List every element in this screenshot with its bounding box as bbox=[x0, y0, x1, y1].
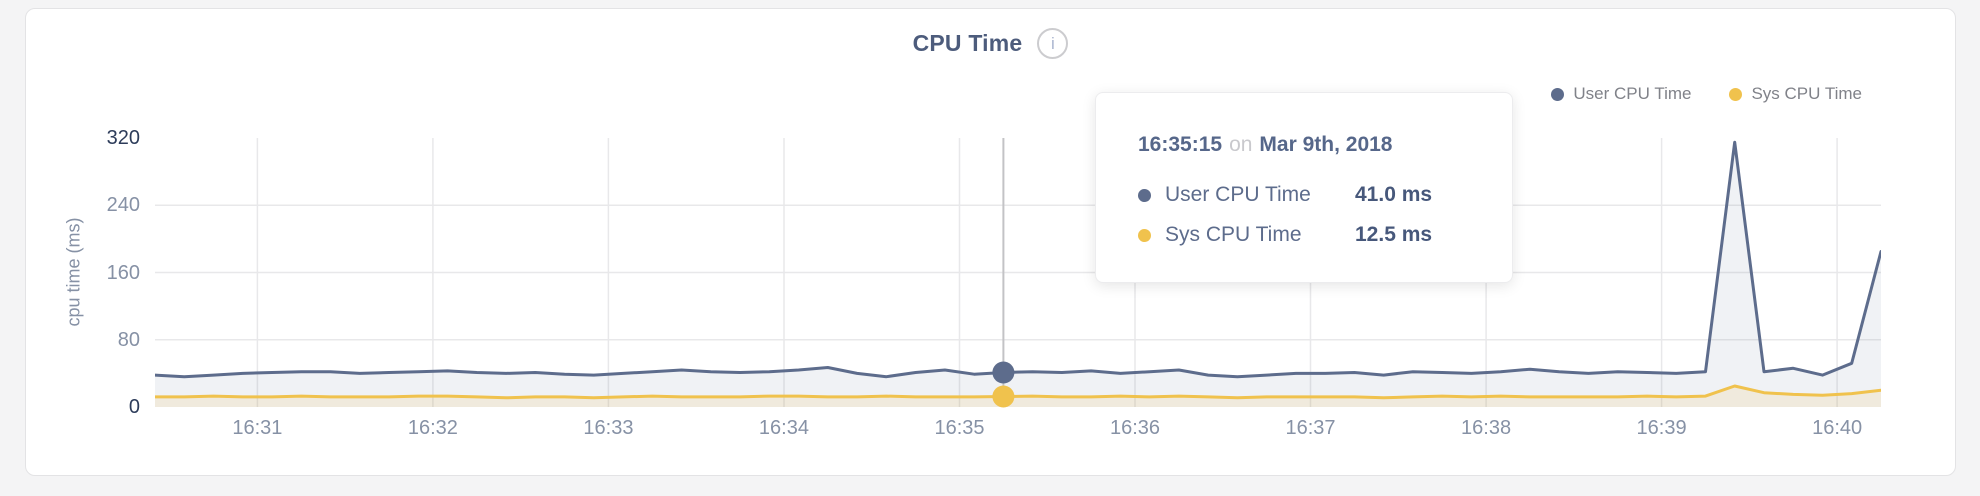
y-tick-label: 320 bbox=[106, 127, 140, 149]
chart-title: CPU Time bbox=[912, 30, 1023, 56]
tooltip-series-value: 41.0 ms bbox=[1355, 183, 1433, 206]
tooltip-series-label: User CPU Time bbox=[1165, 183, 1311, 206]
line-sys-cpu-time bbox=[155, 384, 1881, 400]
x-tick-label: 16:37 bbox=[1285, 417, 1336, 439]
x-tick-label: 16:39 bbox=[1636, 417, 1687, 439]
x-tick-label: 16:38 bbox=[1461, 417, 1512, 439]
y-tick-label: 80 bbox=[117, 328, 140, 351]
hover-marker-sys-cpu-time bbox=[992, 385, 1015, 408]
tooltip-connector: on bbox=[1229, 133, 1253, 156]
legend-item-sys-cpu-time[interactable]: Sys CPU Time bbox=[1729, 84, 1862, 104]
chart-legend: User CPU Time Sys CPU Time bbox=[1551, 84, 1862, 104]
x-tick-label: 16:35 bbox=[934, 417, 985, 439]
tooltip-row: User CPU Time 41.0 ms bbox=[1138, 175, 1488, 215]
legend-label: Sys CPU Time bbox=[1751, 84, 1862, 103]
hover-marker-user-cpu-time bbox=[992, 361, 1015, 384]
info-icon[interactable]: i bbox=[1037, 28, 1069, 59]
x-tick-label: 16:36 bbox=[1109, 417, 1161, 439]
tooltip-series-label: Sys CPU Time bbox=[1165, 223, 1302, 246]
tooltip-row: Sys CPU Time 12.5 ms bbox=[1138, 215, 1488, 255]
legend-item-user-cpu-time[interactable]: User CPU Time bbox=[1551, 84, 1691, 104]
cpu-time-chart[interactable] bbox=[155, 110, 1881, 410]
y-tick-label: 160 bbox=[106, 261, 140, 284]
line-user-cpu-time bbox=[155, 140, 1881, 379]
legend-label: User CPU Time bbox=[1573, 84, 1692, 103]
area-user-cpu-time bbox=[155, 142, 1881, 407]
tooltip-series-value: 12.5 ms bbox=[1355, 223, 1433, 246]
x-tick-label: 16:31 bbox=[232, 417, 283, 439]
x-tick-label: 16:40 bbox=[1812, 417, 1863, 439]
tooltip-time: 16:35:15 bbox=[1138, 133, 1223, 156]
tooltip-date: Mar 9th, 2018 bbox=[1259, 133, 1393, 156]
tooltip-heading: 16:35:15 on Mar 9th, 2018 bbox=[1138, 133, 1488, 157]
x-tick-label: 16:34 bbox=[758, 417, 809, 439]
chart-header: CPU Time i bbox=[25, 28, 1956, 59]
x-tick-label: 16:32 bbox=[407, 417, 458, 439]
legend-dot-icon bbox=[1551, 87, 1565, 101]
tooltip-series-dot-icon bbox=[1138, 228, 1151, 242]
tooltip-series-dot-icon bbox=[1138, 188, 1151, 202]
y-tick-label: 0 bbox=[128, 396, 140, 418]
chart-tooltip: 16:35:15 on Mar 9th, 2018 User CPU Time 41.… bbox=[1095, 92, 1513, 283]
x-tick-label: 16:33 bbox=[583, 417, 634, 439]
legend-dot-icon bbox=[1729, 87, 1743, 101]
y-tick-label: 240 bbox=[106, 194, 140, 217]
